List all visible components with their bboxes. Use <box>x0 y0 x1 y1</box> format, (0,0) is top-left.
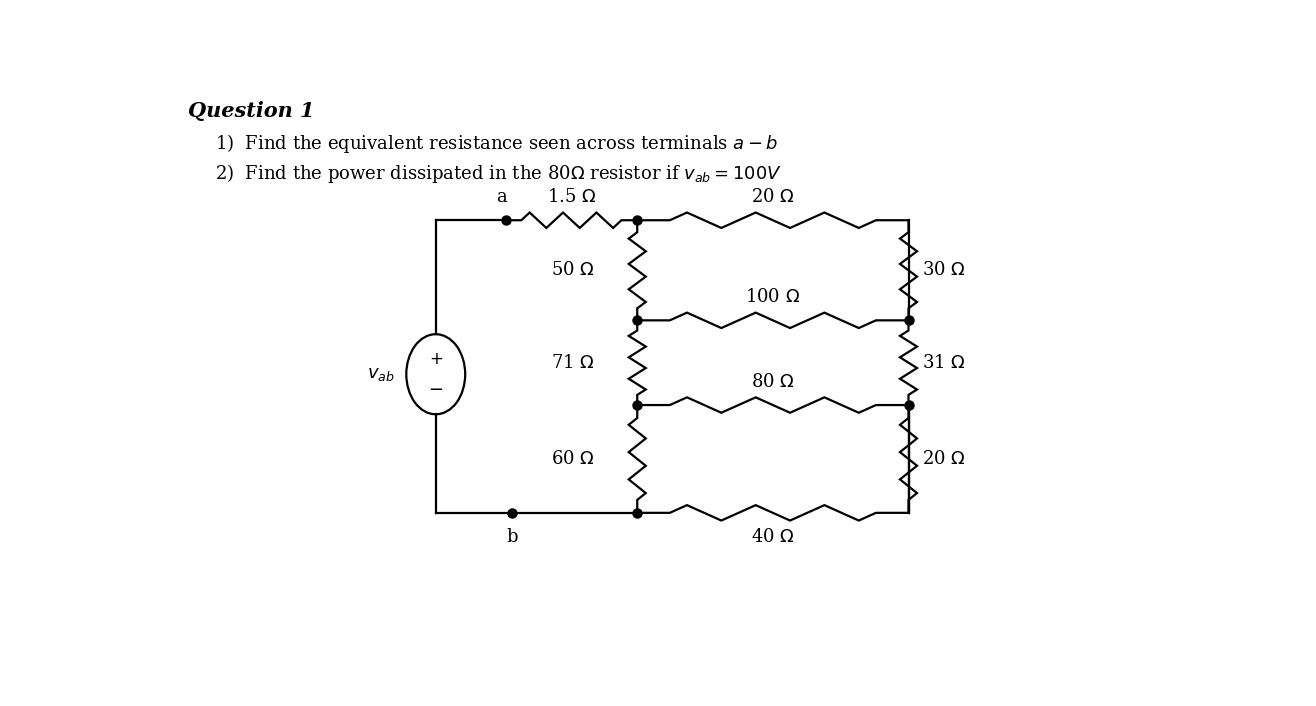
Text: a: a <box>496 189 507 206</box>
Text: Question 1: Question 1 <box>188 101 315 121</box>
Text: 1.5 $\Omega$: 1.5 $\Omega$ <box>546 189 596 206</box>
Text: $v_{ab}$: $v_{ab}$ <box>367 365 395 383</box>
Text: −: − <box>428 381 443 399</box>
Text: 30 $\Omega$: 30 $\Omega$ <box>923 261 966 280</box>
Text: 40 $\Omega$: 40 $\Omega$ <box>751 528 795 546</box>
Text: 80 $\Omega$: 80 $\Omega$ <box>751 373 795 391</box>
Text: 31 $\Omega$: 31 $\Omega$ <box>923 354 966 371</box>
Text: 2)  Find the power dissipated in the 80$\Omega$ resistor if $v_{ab} = 100V$: 2) Find the power dissipated in the 80$\… <box>215 162 782 186</box>
Text: +: + <box>429 350 442 368</box>
Text: 20 $\Omega$: 20 $\Omega$ <box>751 189 795 206</box>
Text: 100 $\Omega$: 100 $\Omega$ <box>745 289 800 306</box>
Text: b: b <box>507 528 519 546</box>
Text: 60 $\Omega$: 60 $\Omega$ <box>551 450 595 468</box>
Text: 20 $\Omega$: 20 $\Omega$ <box>923 450 966 468</box>
Text: 71 $\Omega$: 71 $\Omega$ <box>551 354 595 371</box>
Text: 1)  Find the equivalent resistance seen across terminals $a - b$: 1) Find the equivalent resistance seen a… <box>215 132 778 155</box>
Text: 50 $\Omega$: 50 $\Omega$ <box>551 261 595 280</box>
